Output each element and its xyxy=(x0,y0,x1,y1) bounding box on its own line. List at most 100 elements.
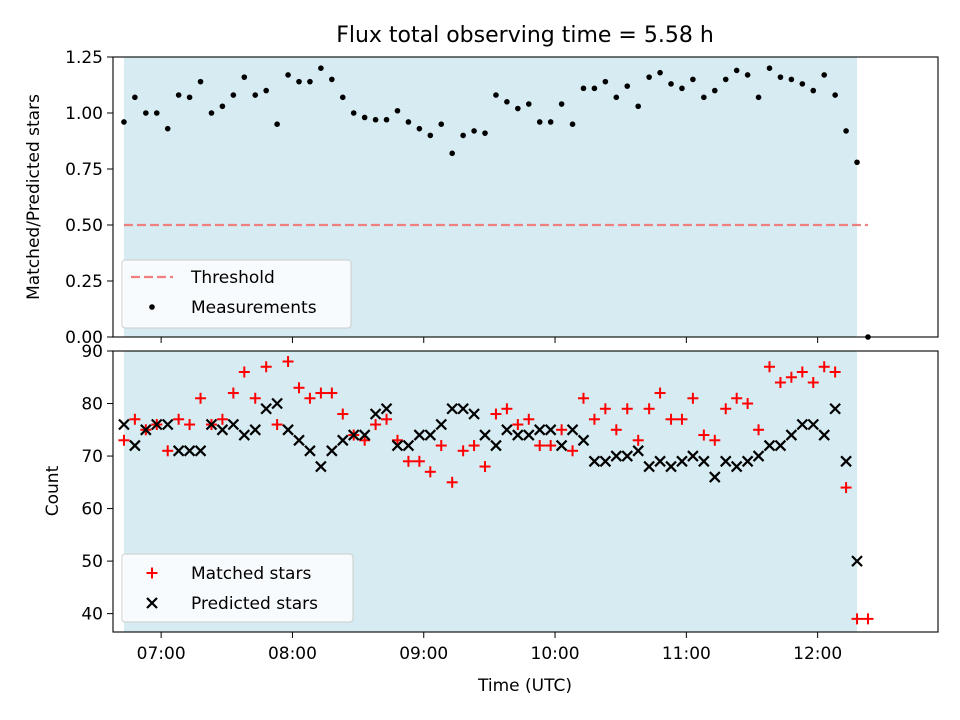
predicted-star-point xyxy=(402,439,415,452)
bottom-y-axis-label: Count xyxy=(43,465,63,516)
measurement-point xyxy=(230,92,237,98)
legend-predicted-label: Predicted stars xyxy=(191,594,318,614)
matched-star-point xyxy=(818,361,830,373)
measurement-point xyxy=(438,121,445,127)
measurement-point xyxy=(372,116,379,123)
measurement-point xyxy=(361,114,368,121)
measurement-point xyxy=(416,125,423,132)
measurement-point xyxy=(668,81,674,87)
predicted-star-point xyxy=(719,455,732,468)
x-tick-label: 09:00 xyxy=(399,644,448,664)
y-tick-label: 1.00 xyxy=(65,104,103,124)
matched-star-point xyxy=(676,413,688,425)
predicted-star-point xyxy=(555,439,568,452)
x-tick-label: 10:00 xyxy=(531,644,580,664)
predicted-star-point xyxy=(369,408,382,420)
y-tick-label: 80 xyxy=(81,395,103,415)
matched-star-point xyxy=(698,429,710,441)
matched-star-point xyxy=(753,424,765,436)
x-tick-label: 07:00 xyxy=(137,644,186,664)
predicted-star-point xyxy=(358,429,371,441)
measurement-point xyxy=(241,74,248,80)
matched-star-point xyxy=(523,413,535,425)
measurement-point xyxy=(383,116,390,123)
matched-star-point xyxy=(654,387,666,399)
measurement-point xyxy=(690,76,696,83)
predicted-star-point xyxy=(293,434,305,447)
matched-star-point xyxy=(195,392,207,404)
matched-star-point xyxy=(304,392,316,404)
top-legend: Threshold Measurements xyxy=(121,259,352,329)
measurement-point xyxy=(733,67,740,74)
measurement-point xyxy=(394,107,401,114)
predicted-star-point xyxy=(785,429,798,441)
bottom-plot-frame xyxy=(112,350,939,633)
predicted-star-point xyxy=(621,450,634,462)
y-tick-label: 0.75 xyxy=(65,160,103,180)
matched-star-point xyxy=(687,392,699,404)
measurement-point xyxy=(821,72,828,78)
matched-star-point xyxy=(632,434,644,446)
bottom-legend-box xyxy=(121,553,354,623)
matched-star-point xyxy=(227,387,239,399)
predicted-star-point xyxy=(796,418,809,431)
measurement-point xyxy=(296,78,302,85)
predicted-star-point xyxy=(468,408,480,420)
legend-matched-swatch xyxy=(146,567,158,579)
measurement-point xyxy=(252,92,259,98)
predicted-stars-points xyxy=(118,397,863,567)
measurement-point xyxy=(547,119,554,125)
predicted-star-point xyxy=(577,434,590,447)
matched-star-point xyxy=(621,403,633,415)
matched-star-point xyxy=(129,413,141,425)
matched-star-point xyxy=(359,434,371,446)
predicted-star-point xyxy=(840,455,852,468)
legend-predicted-swatch xyxy=(146,597,158,609)
matched-star-point xyxy=(709,434,721,446)
measurement-point xyxy=(711,87,718,94)
predicted-star-point xyxy=(632,445,644,457)
predicted-star-point xyxy=(763,439,776,452)
matched-star-point xyxy=(490,408,502,420)
legend-measurements-label: Measurements xyxy=(191,298,317,318)
measurement-point xyxy=(493,92,499,98)
measurement-point xyxy=(843,128,849,134)
matched-star-point xyxy=(337,408,349,420)
matched-star-point xyxy=(391,434,403,446)
matched-star-point xyxy=(742,398,754,410)
measurement-point xyxy=(810,87,817,94)
predicted-star-point xyxy=(380,402,393,415)
matched-star-point xyxy=(665,413,677,425)
predicted-star-point xyxy=(665,460,677,473)
legend-threshold-label: Threshold xyxy=(190,268,275,288)
matched-star-point xyxy=(370,419,382,431)
measurement-point xyxy=(755,94,762,101)
measurement-point xyxy=(580,85,587,92)
predicted-star-point xyxy=(129,439,141,452)
predicted-star-point xyxy=(599,455,612,468)
predicted-star-point xyxy=(238,429,251,441)
legend-measurements-swatch xyxy=(149,304,155,310)
predicted-star-point xyxy=(807,418,820,431)
measurement-point xyxy=(121,119,127,125)
measurement-point xyxy=(339,94,346,101)
measurement-point xyxy=(788,76,795,83)
measurement-point xyxy=(153,110,160,116)
matched-star-point xyxy=(260,361,272,373)
matched-star-point xyxy=(796,366,808,378)
measurement-point xyxy=(558,101,565,107)
matched-star-point xyxy=(567,445,579,457)
matched-star-point xyxy=(588,413,600,425)
bottom-x-ticks: 07:00 08:00 09:00 10:00 11:00 12:00 xyxy=(137,632,842,664)
y-tick-label: 50 xyxy=(81,552,103,572)
measurement-point xyxy=(460,132,466,139)
predicted-star-point xyxy=(687,450,699,462)
matched-star-point xyxy=(851,613,863,625)
matched-star-point xyxy=(216,413,228,425)
matched-star-point xyxy=(556,424,568,436)
measurement-point xyxy=(350,110,357,116)
matched-star-point xyxy=(238,366,250,378)
predicted-star-point xyxy=(512,429,524,441)
top-panel: 0.00 0.25 0.50 0.75 1.00 1.25 Matched/Predict… xyxy=(24,48,939,348)
